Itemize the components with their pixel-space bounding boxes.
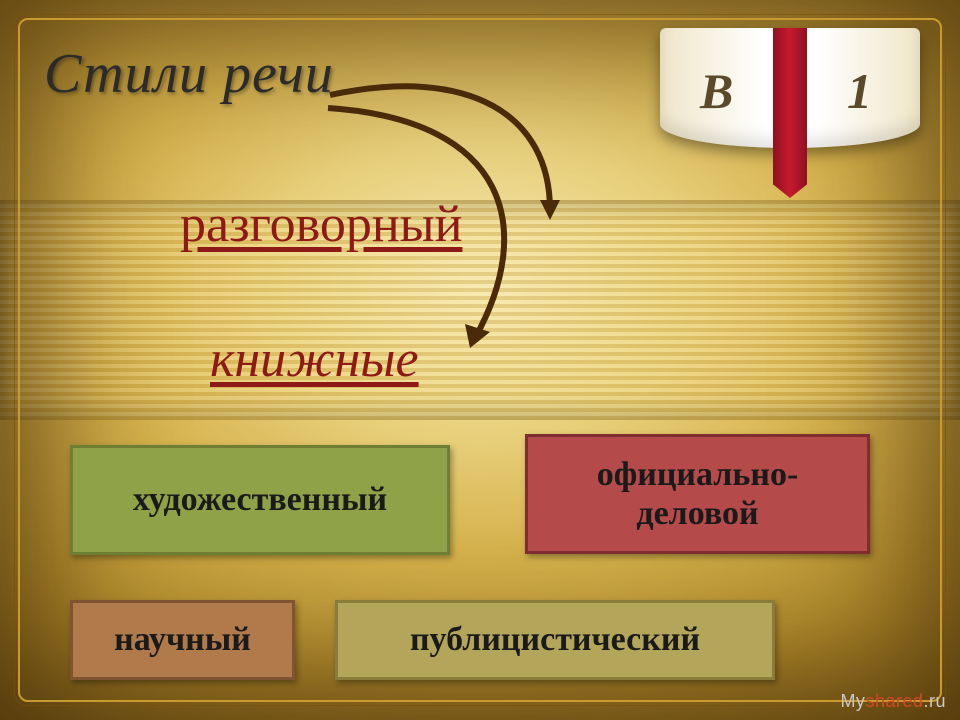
watermark-ru: .ru	[923, 691, 946, 711]
book-right-letter: 1	[847, 62, 872, 120]
box-journalistic-label: публицистический	[402, 620, 708, 659]
slide: В 1 Стили речи разговорный книжные худож…	[0, 0, 960, 720]
lined-band	[0, 200, 960, 420]
box-official-label: официально-деловой	[589, 455, 807, 533]
arrow-to-conversational	[330, 86, 550, 210]
box-official: официально-деловой	[525, 434, 870, 554]
box-scientific-label: научный	[106, 620, 259, 659]
slide-title: Стили речи	[44, 42, 334, 106]
box-artistic-label: художественный	[125, 480, 395, 519]
book-left-letter: В	[700, 62, 733, 120]
box-scientific: научный	[70, 600, 295, 680]
watermark-my: My	[840, 691, 865, 711]
watermark-shared: shared	[865, 691, 923, 711]
box-artistic: художественный	[70, 445, 450, 555]
open-book-icon: В 1	[660, 10, 920, 180]
heading-conversational: разговорный	[180, 195, 462, 254]
book-ribbon	[773, 28, 807, 198]
heading-bookish: книжные	[210, 330, 419, 389]
watermark: Myshared.ru	[840, 691, 946, 712]
box-journalistic: публицистический	[335, 600, 775, 680]
